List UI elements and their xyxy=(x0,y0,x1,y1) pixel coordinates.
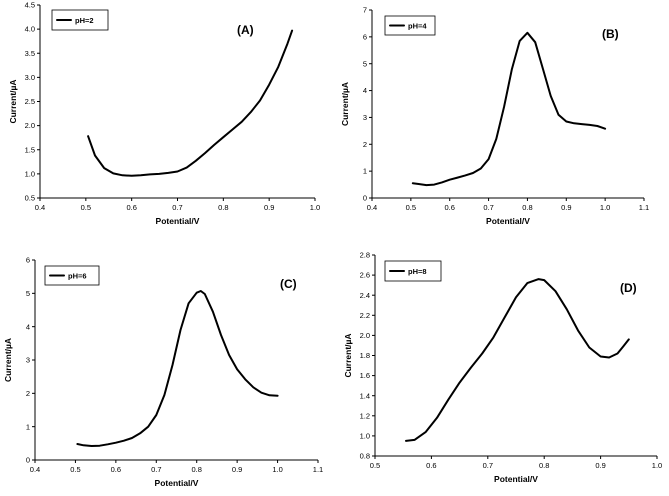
y-tick-label-b: 1 xyxy=(363,167,367,176)
x-axis-title-b: Potential/V xyxy=(486,216,530,226)
panel-label-a: (A) xyxy=(237,23,254,37)
legend-label-b: pH=4 xyxy=(408,21,427,30)
x-tick-label-b: 1.1 xyxy=(639,203,649,212)
x-tick-label-c: 0.4 xyxy=(30,465,40,474)
y-tick-label-d: 2.4 xyxy=(360,291,370,300)
y-tick-label-d: 2.0 xyxy=(360,331,370,340)
y-tick-label-b: 3 xyxy=(363,113,367,122)
y-tick-label-d: 1.8 xyxy=(360,351,370,360)
x-tick-label-a: 0.7 xyxy=(172,203,182,212)
panel-a: 0.4 0.5 0.6 0.7 0.8 0.9 1.00.51.01.52.02.53.03… xyxy=(8,1,320,226)
x-axis-title-c: Potential/V xyxy=(155,478,199,488)
y-tick-label-b: 0 xyxy=(363,194,367,203)
series-line-a xyxy=(87,29,294,177)
y-tick-label-c: 4 xyxy=(26,322,30,331)
y-tick-label-a: 3.0 xyxy=(25,73,35,82)
y-tick-label-b: 2 xyxy=(363,140,367,149)
x-tick-label-c: 1.0 xyxy=(272,465,282,474)
panel-label-d: (D) xyxy=(620,281,637,295)
x-axis-title-d: Potential/V xyxy=(494,474,538,484)
x-tick-label-c: 0.8 xyxy=(191,465,201,474)
x-tick-label-c: 0.5 xyxy=(70,465,80,474)
x-tick-label-b: 0.5 xyxy=(406,203,416,212)
y-axis-title-b: Current/µA xyxy=(340,82,350,126)
x-tick-label-d: 0.7 xyxy=(483,461,493,470)
x-tick-label-b: 0.9 xyxy=(561,203,571,212)
y-tick-label-c: 1 xyxy=(26,422,30,431)
y-tick-label-b: 4 xyxy=(363,86,367,95)
series-line-b xyxy=(411,31,607,187)
y-tick-label-d: 0.8 xyxy=(360,452,370,461)
y-tick-label-d: 2.8 xyxy=(360,251,370,260)
y-tick-label-a: 3.5 xyxy=(25,49,35,58)
panel-d: 0.5 0.6 0.7 0.8 0.9 1.0 0.8 1.0 1.2 1.4 1.6 1.8 2.0 2… xyxy=(343,251,662,484)
y-tick-label-d: 2.6 xyxy=(360,271,370,280)
panel-c: 0.4 0.5 0.6 0.7 0.8 0.9 1.0 1.1 0 1 2 3 4 5 6 Potential… xyxy=(3,256,323,488)
legend-label-a: pH=2 xyxy=(75,16,94,25)
y-tick-label-d: 1.6 xyxy=(360,371,370,380)
y-axis-title-d: Current/µA xyxy=(343,333,353,377)
y-tick-label-c: 5 xyxy=(26,289,30,298)
y-tick-label-a: 2.5 xyxy=(25,97,35,106)
y-tick-label-d: 1.2 xyxy=(360,411,370,420)
x-tick-label-c: 1.1 xyxy=(313,465,323,474)
panel-label-c: (C) xyxy=(280,277,297,291)
y-tick-label-b: 7 xyxy=(363,6,367,15)
x-axis-title-a: Potential/V xyxy=(156,216,200,226)
legend-box-c xyxy=(44,265,100,286)
y-tick-label-b: 6 xyxy=(363,32,367,41)
x-tick-label-b: 0.6 xyxy=(444,203,454,212)
y-tick-label-d: 2.2 xyxy=(360,311,370,320)
panel-b: 0.4 0.5 0.6 0.7 0.8 0.9 1.0 1.1 0 1 2 3 4 5 6 7 Potentia… xyxy=(340,6,649,226)
x-tick-label-b: 0.4 xyxy=(367,203,377,212)
x-tick-label-a: 0.5 xyxy=(81,203,91,212)
y-tick-label-a: 1.5 xyxy=(25,145,35,154)
series-line-c xyxy=(76,290,279,447)
x-tick-label-a: 0.8 xyxy=(218,203,228,212)
y-tick-label-a: 4.5 xyxy=(25,1,35,10)
y-tick-label-b: 5 xyxy=(363,59,367,68)
y-axis-title-a: Current/µA xyxy=(8,79,18,123)
y-tick-label-a: 2.0 xyxy=(25,121,35,130)
legend-box-d xyxy=(384,260,442,282)
x-tick-label-b: 1.0 xyxy=(600,203,610,212)
x-tick-label-d: 0.9 xyxy=(595,461,605,470)
x-tick-label-a: 0.4 xyxy=(35,203,45,212)
y-tick-label-d: 1.0 xyxy=(360,432,370,441)
y-tick-label-d: 1.4 xyxy=(360,391,370,400)
y-tick-label-c: 6 xyxy=(26,256,30,265)
y-tick-label-a: 0.5 xyxy=(25,194,35,203)
legend-label-d: pH=8 xyxy=(408,267,427,276)
x-tick-label-b: 0.7 xyxy=(483,203,493,212)
x-tick-label-c: 0.6 xyxy=(111,465,121,474)
x-tick-label-b: 0.8 xyxy=(522,203,532,212)
x-tick-label-a: 0.6 xyxy=(126,203,136,212)
x-tick-label-a: 0.9 xyxy=(264,203,274,212)
y-tick-label-a: 4.0 xyxy=(25,25,35,34)
x-tick-label-c: 0.9 xyxy=(232,465,242,474)
panel-label-b: (B) xyxy=(602,27,619,41)
x-tick-label-d: 0.5 xyxy=(370,461,380,470)
x-tick-label-c: 0.7 xyxy=(151,465,161,474)
y-axis-title-c: Current/µA xyxy=(3,338,13,382)
legend-box-a xyxy=(51,9,109,31)
y-tick-label-c: 0 xyxy=(26,456,30,465)
y-tick-label-a: 1.0 xyxy=(25,169,35,178)
x-tick-label-d: 0.8 xyxy=(539,461,549,470)
y-tick-label-c: 2 xyxy=(26,389,30,398)
legend-box-b xyxy=(384,15,436,36)
x-tick-label-d: 1.0 xyxy=(652,461,662,470)
x-tick-label-d: 0.6 xyxy=(426,461,436,470)
y-tick-label-c: 3 xyxy=(26,356,30,365)
x-tick-label-a: 1.0 xyxy=(310,203,320,212)
series-line-d xyxy=(405,278,630,442)
legend-label-c: pH=6 xyxy=(68,271,87,280)
